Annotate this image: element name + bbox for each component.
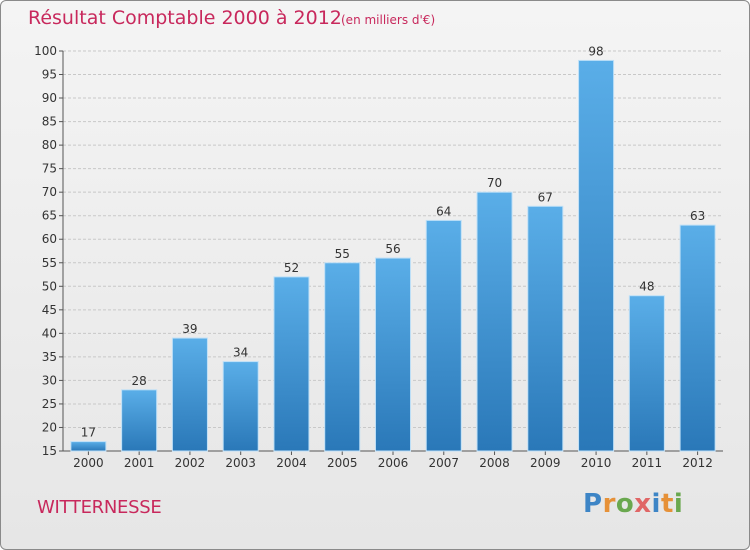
bar-2006 [374, 257, 412, 452]
x-tick-label: 2012 [682, 456, 713, 470]
logo-letter: r [602, 489, 616, 519]
y-tick-label: 65 [42, 209, 57, 223]
x-tick-label: 2008 [479, 456, 510, 470]
x-tick-label: 2003 [225, 456, 256, 470]
y-tick-label: 100 [34, 44, 57, 58]
data-label: 52 [284, 261, 299, 275]
y-tick-label: 50 [42, 279, 57, 293]
data-label: 55 [335, 247, 350, 261]
y-tick-label: 45 [42, 303, 57, 317]
x-tick-label: 2004 [276, 456, 307, 470]
x-tick-label: 2006 [378, 456, 409, 470]
logo-letter: P [583, 489, 603, 519]
proxiti-logo: Proxiti [583, 489, 683, 519]
bar-2007 [425, 219, 462, 452]
y-tick-label: 30 [42, 373, 57, 387]
logo-letter: i [651, 489, 661, 519]
bar-2004 [273, 276, 310, 452]
x-tick-label: 2007 [428, 456, 459, 470]
y-tick-label: 35 [42, 350, 57, 364]
data-label: 67 [538, 190, 553, 204]
y-tick-label: 90 [42, 91, 57, 105]
bar-2008 [476, 191, 513, 452]
data-label: 28 [132, 374, 147, 388]
logo-letter: x [634, 489, 652, 519]
y-tick-label: 85 [42, 115, 57, 129]
data-label: 56 [385, 242, 400, 256]
chart-title: Résultat Comptable 2000 à 2012 [28, 7, 342, 29]
data-label: 39 [182, 322, 197, 336]
bar-2011 [628, 295, 665, 452]
x-tick-label: 2011 [632, 456, 663, 470]
chart-subtitle: (en milliers d'€) [341, 13, 436, 27]
bar-2009 [527, 205, 564, 452]
logo-letter: o [615, 489, 635, 519]
x-tick-label: 2002 [175, 456, 206, 470]
data-label: 70 [487, 176, 502, 190]
y-tick-label: 40 [42, 326, 57, 340]
bar-2003 [222, 361, 259, 452]
y-tick-label: 55 [42, 256, 57, 270]
data-label: 64 [436, 204, 451, 218]
data-label: 63 [690, 209, 705, 223]
labels: 15 20 25 30 35 40 45 50 55 60 65 70 75 80 85 90 95 100 17 2… [34, 44, 713, 470]
bar-2001 [121, 389, 158, 452]
data-label: 17 [81, 426, 96, 440]
x-tick-label: 2001 [124, 456, 155, 470]
x-tick-label: 2000 [73, 456, 104, 470]
x-tick-label: 2009 [530, 456, 561, 470]
bars [70, 59, 716, 452]
bar-2002 [171, 337, 208, 452]
y-tick-label: 70 [42, 185, 57, 199]
commune-name: WITTERNESSE [37, 497, 162, 518]
bar-2010 [578, 59, 615, 452]
logo-letter: t [660, 489, 674, 519]
y-tick-label: 80 [42, 138, 57, 152]
y-tick-label: 20 [42, 420, 57, 434]
data-label: 34 [233, 346, 248, 360]
bar-2005 [324, 262, 361, 452]
data-label: 98 [588, 44, 603, 58]
y-tick-label: 95 [42, 68, 57, 82]
bar-2012 [679, 224, 716, 452]
y-tick-label: 60 [42, 232, 57, 246]
bar-2000 [70, 441, 107, 452]
x-tick-label: 2005 [327, 456, 358, 470]
data-label: 48 [639, 280, 654, 294]
y-tick-label: 25 [42, 397, 57, 411]
y-tick-label: 15 [42, 444, 57, 458]
y-tick-label: 75 [42, 162, 57, 176]
logo-letter: i [673, 489, 684, 519]
x-tick-label: 2010 [581, 456, 612, 470]
